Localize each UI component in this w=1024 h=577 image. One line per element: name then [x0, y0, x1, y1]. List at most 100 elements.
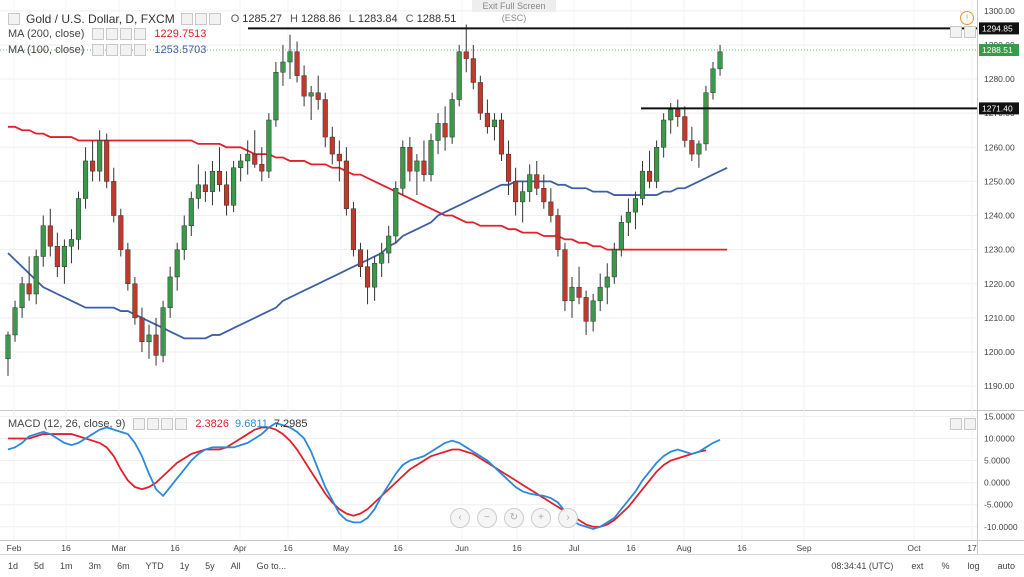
close-icon[interactable]: [120, 28, 133, 40]
log-toggle[interactable]: log: [967, 561, 980, 571]
close-icon[interactable]: [208, 13, 221, 25]
candle-body: [618, 222, 624, 250]
candle: [513, 167, 519, 216]
candle-body: [625, 211, 631, 223]
time-tick-label: 16: [283, 543, 293, 553]
more-icon[interactable]: [134, 28, 147, 40]
candle-body: [534, 174, 540, 189]
candle-body: [428, 140, 434, 175]
warning-icon[interactable]: !: [960, 11, 974, 25]
close-icon[interactable]: [161, 418, 174, 430]
horizontal-levels[interactable]: [0, 27, 977, 110]
timeframe-5d[interactable]: 5d: [34, 561, 45, 571]
candle-body: [308, 92, 314, 97]
eye-icon[interactable]: [92, 28, 105, 40]
timeframe-3m[interactable]: 3m: [88, 561, 102, 571]
restore-icon[interactable]: [964, 26, 976, 38]
candle-body: [118, 215, 124, 250]
candle-body: [26, 283, 32, 295]
macd-pane: [7, 422, 721, 530]
candle-body: [541, 187, 547, 203]
candle: [181, 215, 187, 260]
candle-body: [19, 283, 25, 308]
candle-body: [484, 112, 490, 128]
candle: [33, 249, 39, 305]
candle: [40, 215, 46, 267]
macd-legend: MACD (12, 26, close, 9) 2.3826 9.6811 7.…: [8, 418, 308, 430]
auto-toggle[interactable]: auto: [997, 561, 1015, 571]
candle: [75, 191, 82, 250]
level-tag-upper-bg: [979, 22, 1019, 35]
candle: [534, 160, 540, 196]
collapse-icon[interactable]: [8, 13, 20, 25]
reset-icon[interactable]: ↻: [504, 508, 524, 528]
scroll-left-icon[interactable]: ‹: [450, 508, 470, 528]
time-tick-label: 16: [393, 543, 403, 553]
candle-body: [153, 334, 159, 356]
timeframe-1d[interactable]: 1d: [8, 561, 19, 571]
more-icon[interactable]: [175, 418, 188, 430]
eye-icon[interactable]: [133, 418, 146, 430]
clock-time: 08:34:41 (UTC): [831, 561, 894, 571]
scroll-right-icon[interactable]: ›: [558, 508, 578, 528]
candle: [590, 294, 596, 332]
maximize-icon[interactable]: [950, 418, 962, 430]
goto-button[interactable]: Go to...: [256, 561, 287, 571]
exit-fullscreen-button[interactable]: Exit Full Screen (ESC): [472, 0, 556, 23]
timeframe-1y[interactable]: 1y: [179, 561, 190, 571]
timeframe-5y[interactable]: 5y: [205, 561, 215, 571]
price-tick-label: 1190.00: [984, 381, 1014, 391]
candle-body: [682, 116, 688, 141]
zoom-out-icon[interactable]: −: [477, 508, 497, 528]
ohlc-high-value: 1288.86: [300, 13, 341, 25]
candle: [470, 44, 476, 90]
candle: [224, 171, 230, 216]
level-tag-lower: 1271.40: [982, 103, 1013, 113]
candle: [125, 242, 131, 291]
candle: [97, 130, 103, 182]
macd-line-value: 9.6811: [235, 418, 268, 430]
timeframe-ytd[interactable]: YTD: [145, 561, 164, 571]
macd-line: [7, 422, 721, 530]
candle-body: [174, 249, 180, 278]
settings-icon[interactable]: [106, 28, 119, 40]
restore-icon[interactable]: [964, 418, 976, 430]
time-tick-label: 16: [737, 543, 747, 553]
eye-icon[interactable]: [92, 44, 105, 56]
timeframe-1m[interactable]: 1m: [60, 561, 73, 571]
timeframe-6m[interactable]: 6m: [117, 561, 130, 571]
candle: [548, 188, 554, 223]
candle-body: [696, 143, 702, 155]
time-tick-label: 16: [61, 543, 71, 553]
candle-body: [590, 300, 596, 322]
price-tick-label: 1240.00: [984, 211, 1015, 221]
settings-icon[interactable]: [147, 418, 160, 430]
settings-icon[interactable]: [194, 13, 207, 25]
price-tick-label: 1230.00: [984, 245, 1015, 255]
close-icon[interactable]: [120, 44, 133, 56]
symbol-legend: Gold / U.S. Dollar, D, FXCM O 1285.27 H 12…: [8, 12, 456, 26]
zoom-in-icon[interactable]: +: [531, 508, 551, 528]
more-icon[interactable]: [134, 44, 147, 56]
candle: [449, 92, 455, 144]
candle-body: [12, 307, 18, 336]
candle-body: [639, 170, 646, 199]
timeframe-all[interactable]: All: [230, 561, 241, 571]
candle: [379, 242, 385, 277]
candle-body: [513, 181, 519, 203]
candle-body: [477, 82, 483, 114]
percent-toggle[interactable]: %: [941, 561, 950, 571]
candle: [689, 126, 695, 161]
candle: [463, 24, 469, 73]
eye-icon[interactable]: [180, 13, 193, 25]
candle: [654, 140, 660, 189]
settings-icon[interactable]: [106, 44, 119, 56]
candle-body: [40, 225, 46, 257]
candle-body: [350, 208, 356, 250]
candle-body: [294, 51, 300, 76]
price-tick-label: 1200.00: [984, 347, 1015, 357]
maximize-icon[interactable]: [950, 26, 962, 38]
time-tick-label: Mar: [112, 543, 127, 553]
ext-toggle[interactable]: ext: [911, 561, 924, 571]
